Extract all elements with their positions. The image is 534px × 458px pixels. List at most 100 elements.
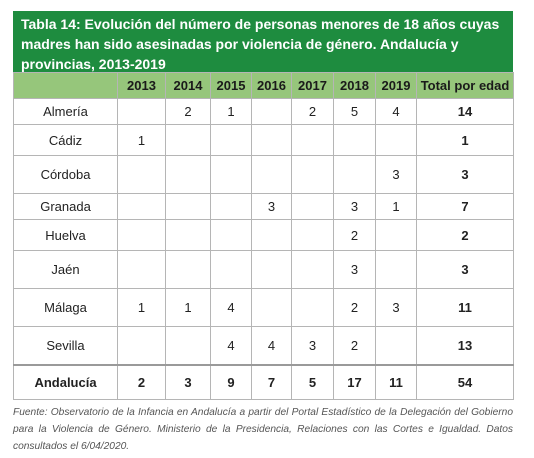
- table-cell: [210, 193, 252, 220]
- table-cell: 1: [117, 288, 166, 327]
- total-row: Andalucía 2 3 9 7 5 17 11 54: [13, 364, 514, 400]
- table-cell: [210, 155, 252, 194]
- total-cell: 7: [251, 364, 292, 400]
- table-cell: [117, 326, 166, 366]
- table-cell: [210, 219, 252, 251]
- table-cell: 2: [333, 326, 376, 366]
- table-cell: [333, 155, 376, 194]
- table-cell: [210, 250, 252, 289]
- row-label: Málaga: [13, 288, 118, 327]
- table-row: Sevilla 4 4 3 2 13: [13, 326, 514, 366]
- table-cell: 2: [291, 98, 334, 125]
- table-cell: [117, 155, 166, 194]
- table-cell: 4: [375, 98, 417, 125]
- table-cell: [117, 98, 166, 125]
- header-cell-2013: 2013: [117, 72, 166, 99]
- row-total-cell: 2: [416, 219, 514, 251]
- table-cell: [165, 326, 211, 366]
- total-cell: 9: [210, 364, 252, 400]
- source-note: Fuente: Observatorio de la Infancia en A…: [13, 407, 513, 452]
- table-cell: [291, 193, 334, 220]
- row-total-cell: 14: [416, 98, 514, 125]
- table-cell: [117, 219, 166, 251]
- table-row: Almería 2 1 2 5 4 14: [13, 98, 514, 125]
- table-cell: 2: [165, 98, 211, 125]
- table-cell: [165, 193, 211, 220]
- header-cell-total: Total por edad: [416, 72, 514, 99]
- table-container: Tabla 14: Evolución del número de person…: [13, 11, 514, 400]
- row-label: Sevilla: [13, 326, 118, 366]
- table-cell: 5: [333, 98, 376, 125]
- table-cell: 4: [251, 326, 292, 366]
- row-total-cell: 7: [416, 193, 514, 220]
- table-cell: 1: [117, 124, 166, 156]
- data-table: 2013 2014 2015 2016 2017 2018 2019 Total…: [13, 72, 514, 400]
- table-cell: [251, 219, 292, 251]
- table-cell: [210, 124, 252, 156]
- row-total-cell: 11: [416, 288, 514, 327]
- table-cell: 4: [210, 288, 252, 327]
- table-cell: 2: [333, 288, 376, 327]
- table-row: Córdoba 3 3: [13, 155, 514, 194]
- table-row: Huelva 2 2: [13, 219, 514, 251]
- table-cell: [291, 155, 334, 194]
- row-label: Jaén: [13, 250, 118, 289]
- table-cell: 3: [333, 250, 376, 289]
- table-cell: [375, 250, 417, 289]
- header-cell-2014: 2014: [165, 72, 211, 99]
- header-cell-2015: 2015: [210, 72, 252, 99]
- total-cell: 11: [375, 364, 417, 400]
- table-cell: [117, 193, 166, 220]
- table-cell: [333, 124, 376, 156]
- total-cell: 5: [291, 364, 334, 400]
- table-cell: [291, 124, 334, 156]
- table-cell: 3: [251, 193, 292, 220]
- header-row: 2013 2014 2015 2016 2017 2018 2019 Total…: [13, 72, 514, 99]
- table-cell: [165, 219, 211, 251]
- row-total-cell: 3: [416, 250, 514, 289]
- total-row-label: Andalucía: [13, 364, 118, 400]
- table-cell: [375, 219, 417, 251]
- row-total-cell: 1: [416, 124, 514, 156]
- table-cell: [165, 250, 211, 289]
- table-cell: [375, 326, 417, 366]
- table-cell: 1: [165, 288, 211, 327]
- table-cell: [165, 124, 211, 156]
- table-cell: 4: [210, 326, 252, 366]
- table-cell: [251, 250, 292, 289]
- row-label: Córdoba: [13, 155, 118, 194]
- row-total-cell: 13: [416, 326, 514, 366]
- table-cell: [291, 288, 334, 327]
- table-cell: [251, 98, 292, 125]
- table-row: Cádiz 1 1: [13, 124, 514, 156]
- row-label: Cádiz: [13, 124, 118, 156]
- table-cell: 3: [375, 288, 417, 327]
- table-cell: 3: [291, 326, 334, 366]
- table-row: Málaga 1 1 4 2 3 11: [13, 288, 514, 327]
- table-cell: [251, 155, 292, 194]
- table-cell: [251, 288, 292, 327]
- header-cell-2016: 2016: [251, 72, 292, 99]
- table-cell: 1: [210, 98, 252, 125]
- total-cell: 3: [165, 364, 211, 400]
- table-cell: [291, 250, 334, 289]
- total-cell: 54: [416, 364, 514, 400]
- row-total-cell: 3: [416, 155, 514, 194]
- total-cell: 17: [333, 364, 376, 400]
- header-cell-2019: 2019: [375, 72, 417, 99]
- table-cell: 1: [375, 193, 417, 220]
- header-cell-province: [13, 72, 118, 99]
- table-cell: 3: [333, 193, 376, 220]
- total-cell: 2: [117, 364, 166, 400]
- table-row: Jaén 3 3: [13, 250, 514, 289]
- table-cell: 2: [333, 219, 376, 251]
- table-title: Tabla 14: Evolución del número de person…: [13, 11, 513, 72]
- table-cell: [251, 124, 292, 156]
- header-cell-2017: 2017: [291, 72, 334, 99]
- table-row: Granada 3 3 1 7: [13, 193, 514, 220]
- row-label: Huelva: [13, 219, 118, 251]
- row-label: Almería: [13, 98, 118, 125]
- header-cell-2018: 2018: [333, 72, 376, 99]
- table-cell: [375, 124, 417, 156]
- row-label: Granada: [13, 193, 118, 220]
